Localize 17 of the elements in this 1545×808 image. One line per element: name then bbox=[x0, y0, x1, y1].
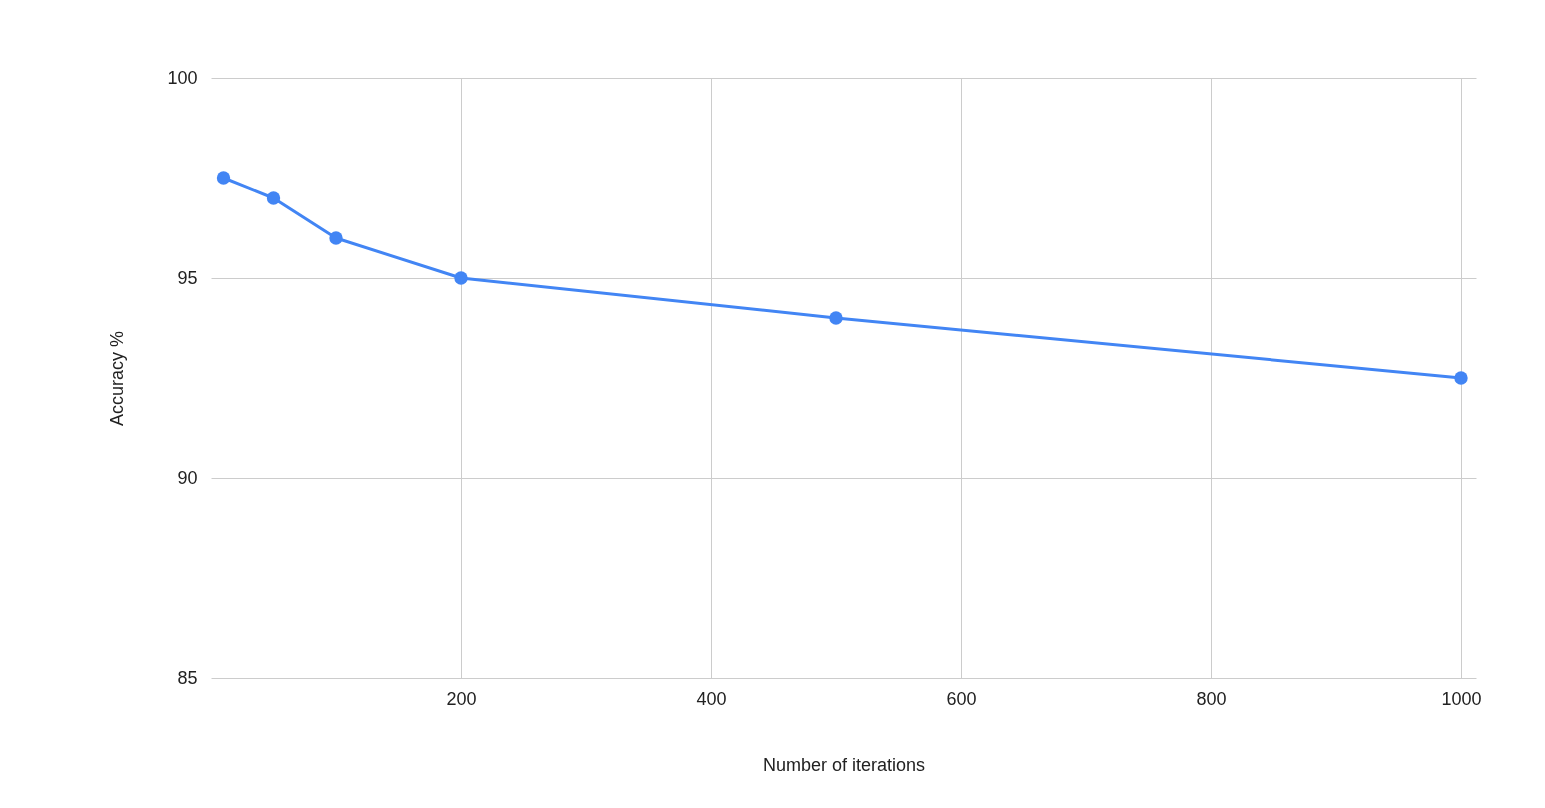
y-tick-label: 95 bbox=[177, 267, 198, 288]
x-tick-label: 400 bbox=[696, 688, 727, 709]
point bbox=[454, 271, 468, 285]
x-tick-label: 800 bbox=[1196, 688, 1227, 709]
point bbox=[216, 171, 231, 185]
point bbox=[829, 311, 843, 325]
point bbox=[329, 231, 343, 245]
x-tick-label: 1000 bbox=[1441, 688, 1482, 709]
x-tick-label: 600 bbox=[946, 688, 977, 709]
y-tick-label: 90 bbox=[177, 467, 198, 488]
y-axis-title: Accuracy % bbox=[107, 330, 128, 427]
x-tick-label: 200 bbox=[446, 688, 477, 709]
y-tick-label: 85 bbox=[177, 667, 198, 688]
y-tick-label: 100 bbox=[167, 67, 198, 88]
point bbox=[1454, 371, 1468, 385]
x-axis-title: Number of iterations bbox=[762, 754, 926, 775]
point bbox=[266, 191, 281, 205]
